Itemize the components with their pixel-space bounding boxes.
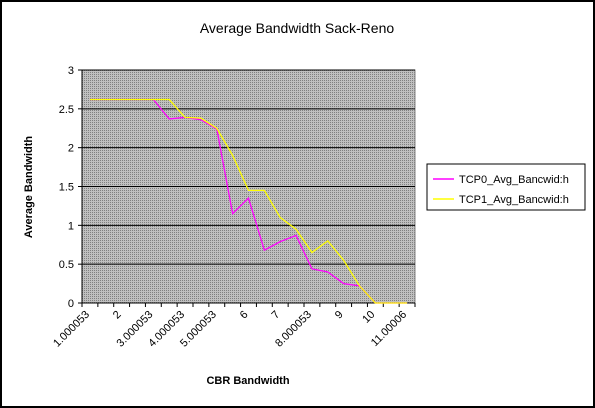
legend-box: [426, 163, 586, 211]
series-line-tcp1: [89, 98, 408, 304]
y-tick-label: 1: [68, 220, 74, 232]
y-tick-label: 2: [68, 143, 74, 155]
legend-label-tcp0: TCP0_Avg_Bancwid:h: [459, 174, 569, 186]
legend-label-tcp1: TCP1_Avg_Bancwid:h: [459, 194, 569, 206]
x-tick-label: 7: [270, 309, 283, 322]
x-tick-label: 1.000053: [51, 309, 92, 350]
y-tick-label: 2.5: [59, 104, 74, 116]
y-tick-label: 1.5: [59, 182, 74, 194]
legend: TCP0_Avg_Bancwid:h TCP1_Avg_Bancwid:h: [426, 163, 586, 211]
chart-title: Average Bandwidth Sack-Reno: [200, 20, 395, 36]
x-tick-label: 9: [333, 309, 346, 322]
y-axis-label: Average Bandwidth: [23, 136, 35, 239]
x-axis-label: CBR Bandwidth: [206, 375, 289, 387]
y-tick-label: 3: [68, 65, 74, 77]
x-tick-label: 10: [360, 309, 377, 326]
y-tick-label: 0: [68, 298, 74, 310]
x-tick-label: 2: [111, 309, 124, 322]
x-tick-label: 6: [238, 309, 251, 322]
y-tick-label: 0.5: [59, 259, 74, 271]
